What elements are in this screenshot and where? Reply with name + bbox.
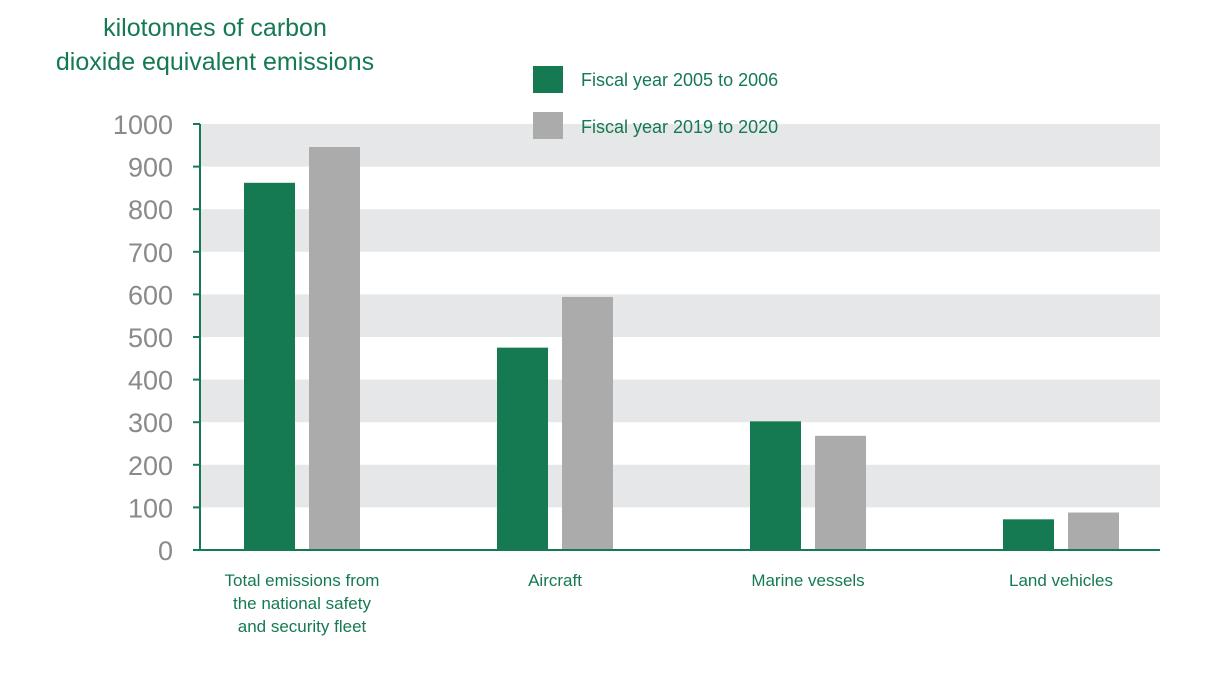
legend: Fiscal year 2005 to 2006 Fiscal year 201… [533, 66, 778, 139]
y-axis-label-line-1: kilotonnes of carbon [103, 14, 327, 42]
bar-2019-0 [309, 147, 360, 550]
y-tick-label: 900 [128, 153, 173, 183]
y-tick-label: 500 [128, 323, 173, 353]
bar-2005-1 [497, 347, 548, 550]
bars [244, 147, 1119, 550]
bar-2019-3 [1068, 512, 1119, 550]
bar-2005-0 [244, 182, 295, 550]
y-tick-label: 0 [158, 536, 173, 566]
bar-2005-3 [1003, 519, 1054, 550]
legend-label-2005: Fiscal year 2005 to 2006 [581, 70, 778, 90]
legend-swatch-2005 [533, 66, 563, 93]
legend-label-2019: Fiscal year 2019 to 2020 [581, 117, 778, 137]
category-labels: Total emissions from the national safety a… [225, 571, 1113, 636]
bar-2019-1 [562, 296, 613, 550]
category-label: Aircraft [528, 571, 582, 590]
y-tick-label: 700 [128, 238, 173, 268]
category-label: Total emissions from [225, 571, 380, 590]
y-tick-labels: 0 100 200 300 400 500 600 700 800 900 1000 [113, 110, 173, 566]
y-tick-label: 300 [128, 408, 173, 438]
axes [193, 123, 1160, 551]
y-tick-label: 800 [128, 195, 173, 225]
y-tick-label: 200 [128, 451, 173, 481]
category-label: Marine vessels [751, 571, 864, 590]
category-label: and security fleet [238, 617, 367, 636]
y-axis-label-line-2: dioxide equivalent emissions [56, 48, 374, 76]
category-label: the national safety [233, 594, 371, 613]
y-tick-label: 600 [128, 280, 173, 310]
y-tick-label: 1000 [113, 110, 173, 140]
bar-2019-2 [815, 435, 866, 550]
bar-2005-2 [750, 421, 801, 550]
category-label: Land vehicles [1009, 571, 1113, 590]
legend-swatch-2019 [533, 112, 563, 139]
y-tick-label: 400 [128, 366, 173, 396]
y-tick-label: 100 [128, 493, 173, 523]
